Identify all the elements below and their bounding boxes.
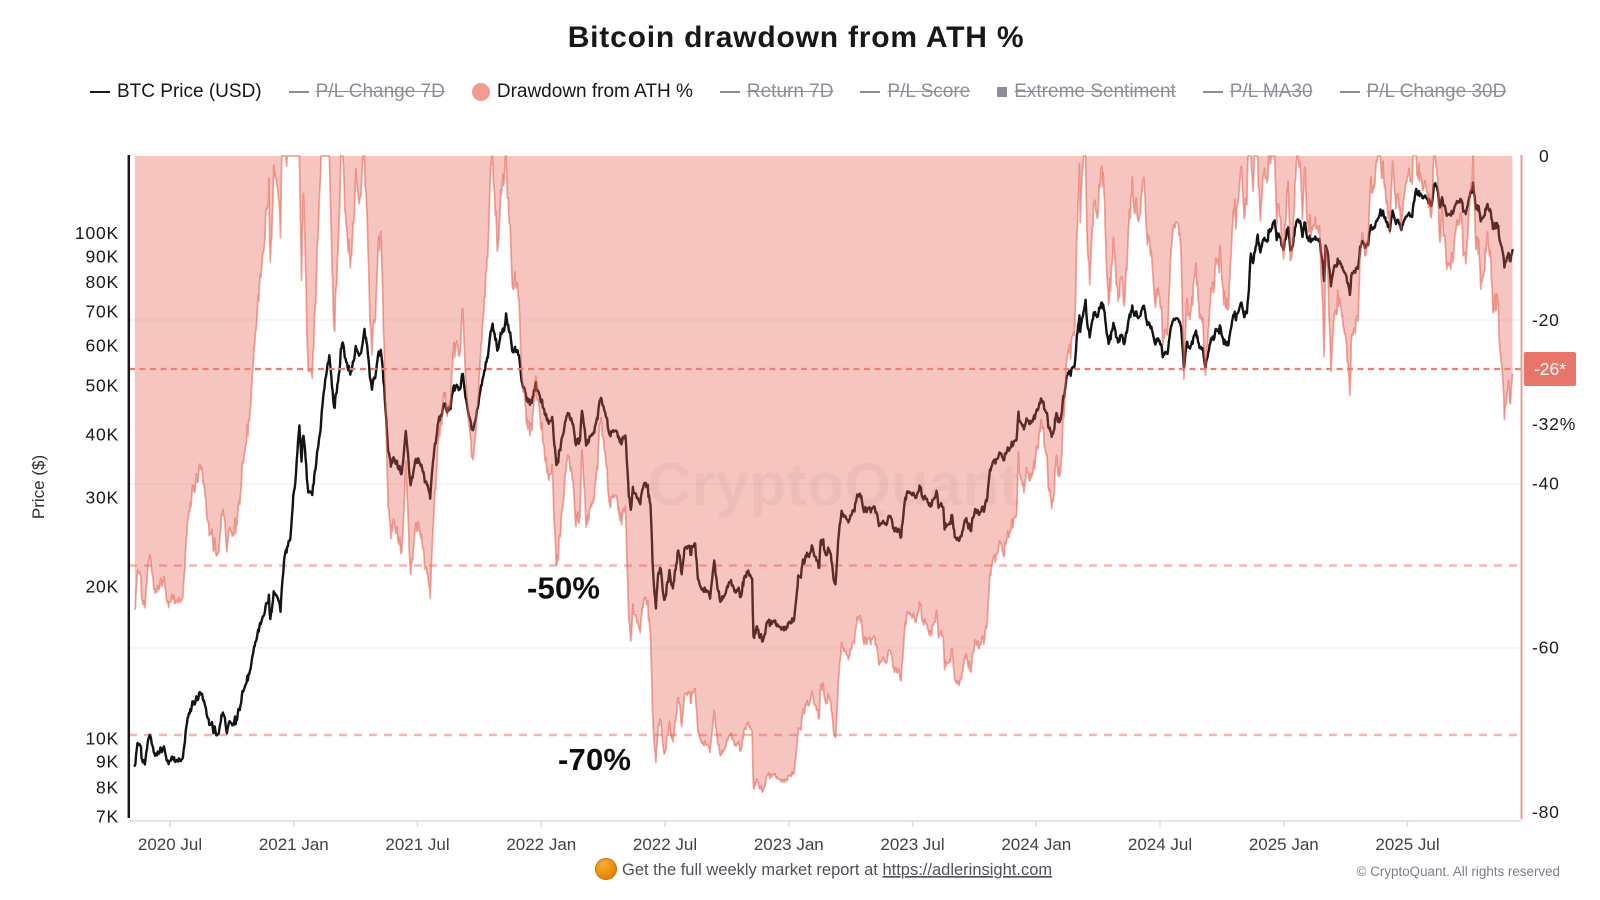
svg-text:-20: -20 [1532,310,1560,330]
svg-text:2022 Jul: 2022 Jul [633,835,697,854]
svg-text:-26*: -26* [1534,359,1566,379]
svg-text:90K: 90K [85,246,119,266]
svg-text:2025 Jul: 2025 Jul [1375,835,1439,854]
svg-text:7K: 7K [96,807,119,827]
svg-text:60K: 60K [85,335,119,355]
svg-text:-60: -60 [1532,638,1560,658]
svg-text:0: 0 [1539,146,1550,166]
svg-text:-40: -40 [1532,474,1560,494]
svg-text:50K: 50K [85,375,119,395]
svg-text:-70%: -70% [558,742,631,777]
svg-text:9K: 9K [96,752,119,772]
svg-text:Get the full weekly market rep: Get the full weekly market report at htt… [622,861,1052,879]
svg-text:2020 Jul: 2020 Jul [138,835,202,854]
svg-text:CryptoQuant: CryptoQuant [648,451,1020,518]
svg-text:30K: 30K [85,487,119,507]
svg-text:2021 Jan: 2021 Jan [259,835,329,854]
svg-text:70K: 70K [85,302,119,322]
svg-text:2022 Jan: 2022 Jan [506,835,576,854]
svg-text:-32%: -32% [1532,414,1576,434]
svg-text:20K: 20K [85,576,119,596]
svg-text:2021 Jul: 2021 Jul [385,835,449,854]
svg-text:Price ($): Price ($) [29,455,48,519]
svg-text:© CryptoQuant. All rights rese: © CryptoQuant. All rights reserved [1357,864,1560,879]
svg-text:40K: 40K [85,424,119,444]
svg-text:2023 Jan: 2023 Jan [754,835,824,854]
svg-text:2024 Jan: 2024 Jan [1001,835,1071,854]
svg-text:2025 Jan: 2025 Jan [1249,835,1319,854]
svg-text:2024 Jul: 2024 Jul [1128,835,1192,854]
svg-text:-80: -80 [1532,802,1560,822]
svg-text:2023 Jul: 2023 Jul [880,835,944,854]
svg-text:10K: 10K [85,728,119,748]
svg-text:80K: 80K [85,272,119,292]
svg-text:8K: 8K [96,777,119,797]
svg-text:100K: 100K [75,223,119,243]
svg-text:-50%: -50% [527,571,600,606]
